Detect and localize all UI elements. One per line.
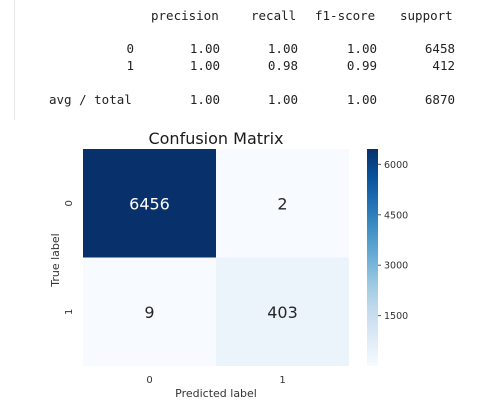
header-precision: precision bbox=[151, 8, 219, 23]
cell-value-0-1: 2 bbox=[277, 194, 287, 213]
colorbar-tick-label: 6000 bbox=[384, 160, 408, 171]
row-0-support: 6458 bbox=[424, 41, 455, 56]
heatmap-cell-1-1 bbox=[216, 257, 349, 366]
row-0-f1: 1.00 bbox=[346, 41, 377, 56]
heatmap-cell-1-0 bbox=[83, 257, 216, 366]
heatmap-cell-0-0 bbox=[83, 149, 216, 258]
heatmap-cells bbox=[83, 149, 349, 366]
heatmap-annotations: 6456 2 9 403 bbox=[129, 194, 298, 322]
row-1-f1: 0.99 bbox=[346, 58, 377, 73]
y-axis-label: True label bbox=[49, 233, 62, 287]
header-recall: recall bbox=[251, 8, 297, 23]
row-1-support: 412 bbox=[432, 58, 455, 73]
heatmap-cell-0-1 bbox=[216, 149, 349, 258]
colorbar bbox=[367, 149, 378, 366]
row-1-precision: 1.00 bbox=[189, 58, 220, 73]
header-support: support bbox=[400, 8, 453, 23]
header-f1-score: f1-score bbox=[315, 8, 376, 23]
row-1-label: 1 bbox=[126, 58, 134, 73]
x-axis-label: Predicted label bbox=[175, 387, 257, 400]
classification-report: precision recall f1-score support 0 1.00… bbox=[0, 0, 480, 120]
row-0-recall: 1.00 bbox=[267, 41, 298, 56]
colorbar-tick-label: 1500 bbox=[384, 311, 408, 322]
chart-title: Confusion Matrix bbox=[148, 129, 283, 148]
row-avg-label: avg / total bbox=[49, 92, 132, 107]
row-0-label: 0 bbox=[126, 41, 134, 56]
row-1-recall: 0.98 bbox=[267, 58, 298, 73]
x-tick-0: 0 bbox=[146, 375, 152, 386]
colorbar-ticks: 1500 3000 4500 6000 bbox=[378, 160, 408, 322]
cell-value-0-0: 6456 bbox=[129, 194, 170, 213]
y-tick-labels: 01 bbox=[64, 200, 75, 315]
row-avg-recall: 1.00 bbox=[267, 92, 298, 107]
row-0-precision: 1.00 bbox=[189, 41, 220, 56]
colorbar-tick-label: 4500 bbox=[384, 210, 408, 221]
x-tick-1: 1 bbox=[279, 375, 285, 386]
y-tick-1: 1 bbox=[64, 309, 75, 315]
row-avg-f1: 1.00 bbox=[346, 92, 377, 107]
cell-value-1-1: 403 bbox=[267, 303, 298, 322]
cell-border bbox=[14, 0, 15, 120]
colorbar-tick-label: 3000 bbox=[384, 261, 408, 272]
row-avg-support: 6870 bbox=[424, 92, 455, 107]
cell-value-1-0: 9 bbox=[144, 303, 154, 322]
row-avg-precision: 1.00 bbox=[189, 92, 220, 107]
y-tick-0: 0 bbox=[64, 200, 75, 206]
